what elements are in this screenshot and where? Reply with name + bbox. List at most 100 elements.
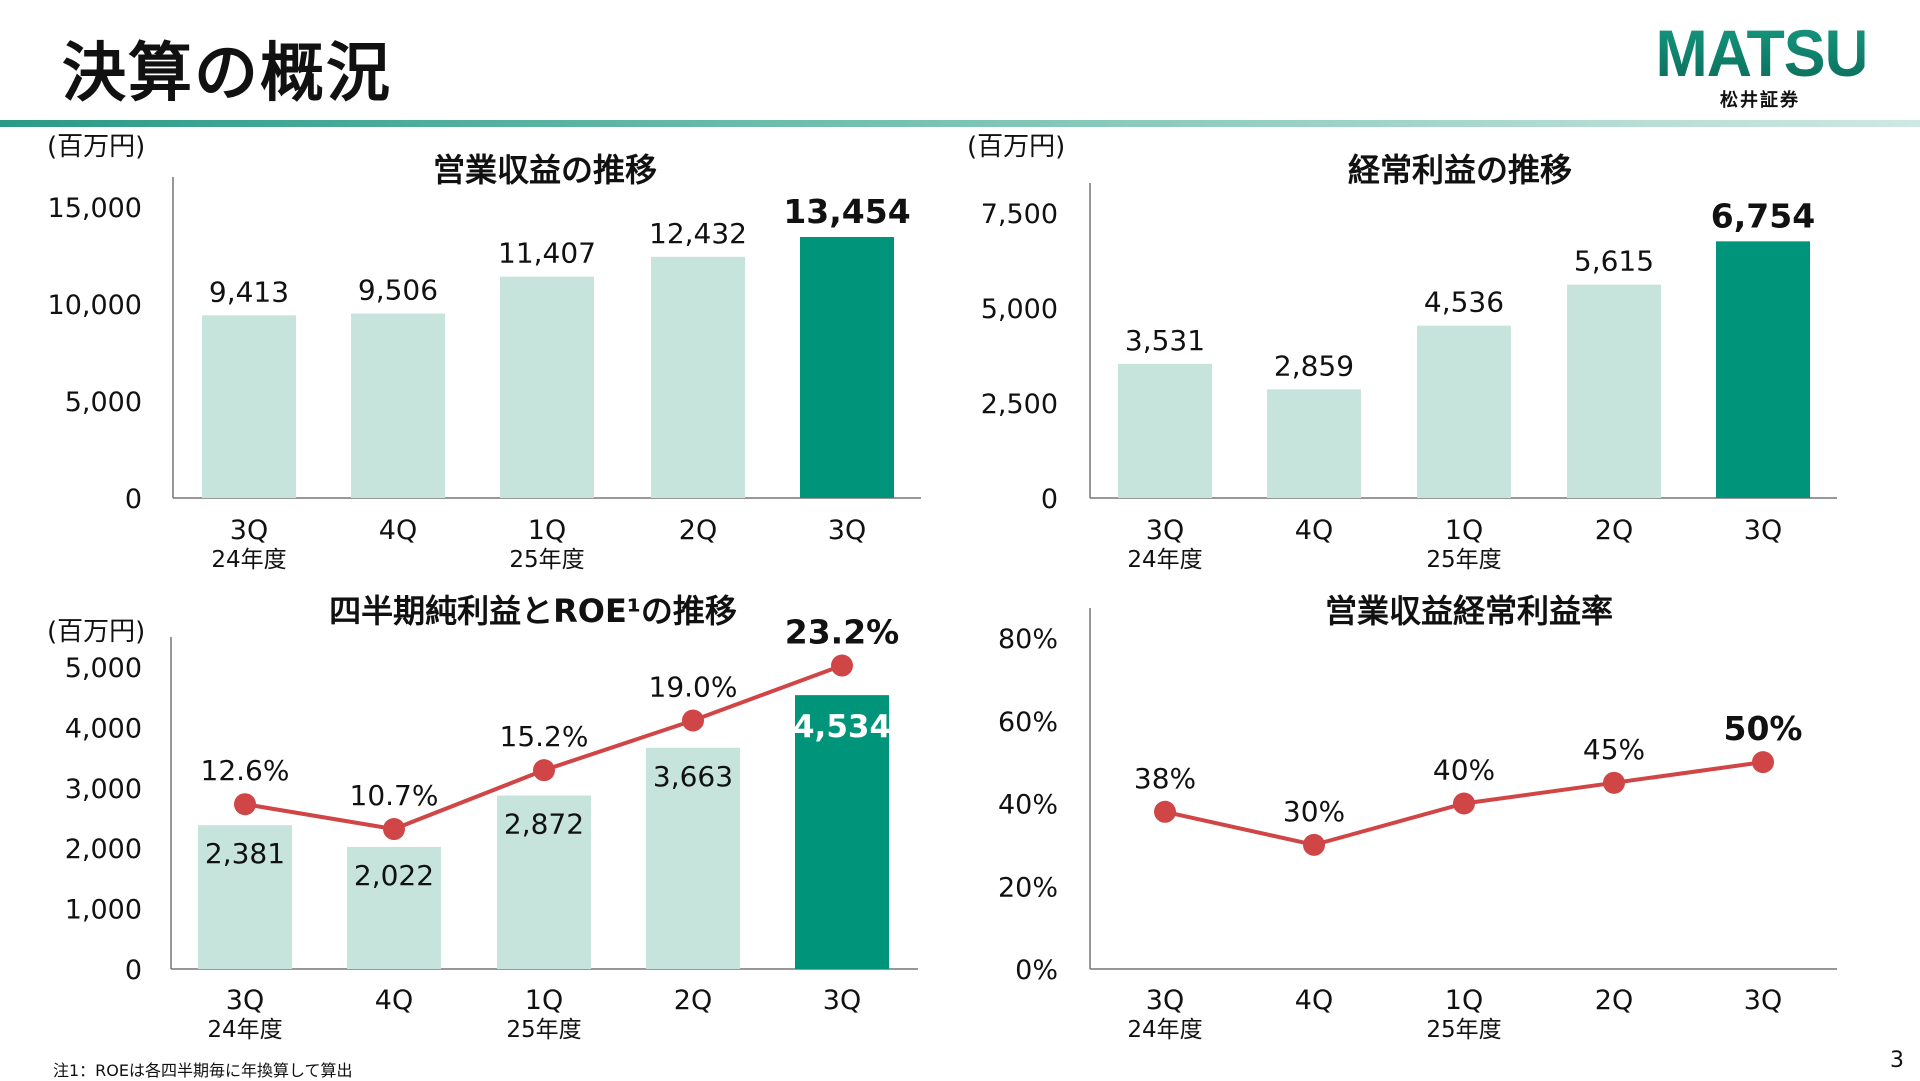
- page-number: 3: [1890, 1048, 1904, 1073]
- bar: [651, 256, 745, 498]
- line-point: [1752, 751, 1774, 774]
- x-tick-label: 2Q: [674, 985, 712, 1016]
- bar-value-label: 6,754: [1711, 196, 1815, 235]
- bar: [497, 795, 591, 969]
- bar: [500, 276, 594, 498]
- x-tick-sublabel: 24年度: [207, 1017, 282, 1043]
- line-value-label: 23.2%: [785, 613, 900, 652]
- line-value-label: 15.2%: [500, 720, 589, 753]
- x-tick-sublabel: 25年度: [1426, 1017, 1501, 1043]
- bar: [351, 313, 445, 498]
- line-value-label: 19.0%: [649, 670, 738, 703]
- chart-title: 経常利益の推移: [1348, 151, 1572, 189]
- x-tick-sublabel: 25年度: [509, 547, 584, 573]
- footnote: 注1：ROEは各四半期毎に年換算して算出: [53, 1061, 353, 1080]
- bar: [646, 747, 740, 969]
- bar-value-label: 2,381: [205, 837, 285, 870]
- y-axis-unit: (百万円): [47, 617, 145, 647]
- y-tick-label: 0: [1041, 484, 1058, 515]
- y-tick-label: 0: [125, 955, 142, 986]
- y-tick-label: 5,000: [65, 653, 142, 684]
- line-value-label: 50%: [1724, 709, 1803, 748]
- bar-value-label: 13,454: [783, 192, 910, 231]
- bar: [198, 825, 292, 969]
- line-point: [831, 654, 853, 677]
- line-value-label: 12.6%: [201, 754, 290, 787]
- y-tick-label: 15,000: [48, 193, 142, 224]
- bar-value-label: 3,531: [1125, 324, 1205, 357]
- y-tick-label: 4,000: [65, 713, 142, 744]
- line-value-label: 45%: [1583, 733, 1645, 766]
- line-point: [234, 793, 256, 816]
- x-tick-sublabel: 24年度: [211, 547, 286, 573]
- chart-title: 営業収益経常利益率: [1325, 592, 1613, 630]
- y-tick-label: 2,000: [65, 834, 142, 865]
- x-tick-sublabel: 25年度: [1426, 547, 1501, 573]
- y-tick-label: 7,500: [981, 199, 1058, 230]
- chart-title: 営業収益の推移: [433, 151, 657, 189]
- x-tick-label: 2Q: [1595, 985, 1633, 1016]
- x-tick-label: 3Q: [828, 515, 866, 546]
- x-tick-label: 1Q: [528, 515, 566, 546]
- page-title: 決算の概況: [62, 37, 392, 111]
- line-value-label: 10.7%: [350, 779, 439, 812]
- y-tick-label: 2,500: [981, 389, 1058, 420]
- x-tick-label: 3Q: [1744, 985, 1782, 1016]
- y-axis-unit: (百万円): [47, 132, 145, 162]
- bar-value-label: 4,536: [1424, 286, 1504, 319]
- x-tick-label: 1Q: [1445, 985, 1483, 1016]
- bar: [1716, 241, 1810, 498]
- chart-title: 四半期純利益とROE¹の推移: [329, 592, 737, 630]
- bar-value-label: 2,022: [354, 859, 434, 892]
- x-tick-label: 4Q: [1295, 515, 1333, 546]
- y-tick-label: 60%: [998, 707, 1058, 738]
- y-tick-label: 40%: [998, 790, 1058, 821]
- y-tick-label: 10,000: [48, 290, 142, 321]
- x-tick-label: 1Q: [525, 985, 563, 1016]
- y-tick-label: 20%: [998, 872, 1058, 903]
- line-value-label: 38%: [1134, 762, 1196, 795]
- line-value-label: 30%: [1283, 795, 1345, 828]
- line-point: [383, 818, 405, 841]
- bar: [795, 695, 889, 969]
- line-point: [533, 759, 555, 782]
- y-tick-label: 5,000: [981, 294, 1058, 325]
- x-tick-label: 4Q: [379, 515, 417, 546]
- bar: [1417, 325, 1511, 498]
- matsui-logo: MATSUI 松井証券: [1650, 16, 1887, 112]
- bar-value-label: 5,615: [1574, 245, 1654, 278]
- bar-value-label: 9,413: [209, 275, 289, 308]
- line-point: [682, 709, 704, 732]
- line-value-label: 40%: [1433, 754, 1495, 787]
- bar-value-label: 3,663: [653, 760, 733, 793]
- bar: [1567, 284, 1661, 498]
- y-tick-label: 1,000: [65, 895, 142, 926]
- bar-value-label: 2,872: [504, 808, 584, 841]
- logo-wordmark: MATSUI: [1655, 16, 1887, 90]
- bar-value-label: 4,534: [793, 709, 891, 745]
- bar: [347, 846, 441, 969]
- x-tick-label: 3Q: [1744, 515, 1782, 546]
- x-tick-label: 1Q: [1445, 515, 1483, 546]
- bar-value-label: 11,407: [498, 237, 596, 270]
- header-divider: [0, 120, 1920, 127]
- x-tick-label: 3Q: [1146, 515, 1184, 546]
- bar: [202, 315, 296, 498]
- x-tick-label: 3Q: [1146, 985, 1184, 1016]
- bar: [800, 236, 894, 498]
- line-point: [1303, 833, 1325, 856]
- x-tick-label: 3Q: [226, 985, 264, 1016]
- x-tick-label: 3Q: [230, 515, 268, 546]
- y-tick-label: 3,000: [65, 774, 142, 805]
- y-tick-label: 0: [125, 484, 142, 515]
- x-tick-label: 4Q: [375, 985, 413, 1016]
- x-tick-sublabel: 25年度: [506, 1017, 581, 1043]
- x-tick-sublabel: 24年度: [1127, 1017, 1202, 1043]
- bar-value-label: 2,859: [1274, 349, 1354, 382]
- line-point: [1603, 771, 1625, 794]
- line-point: [1453, 792, 1475, 815]
